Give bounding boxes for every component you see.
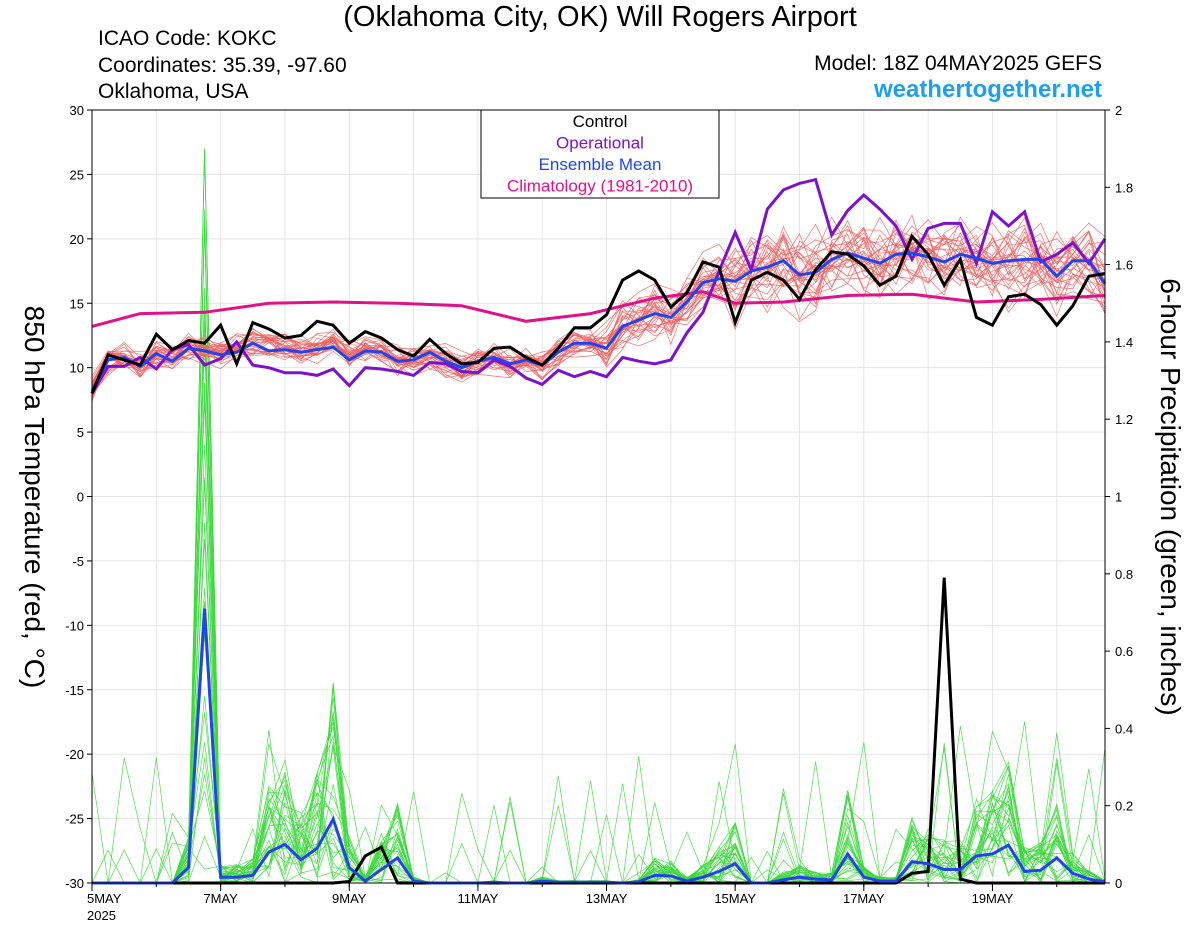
legend-operational: Operational — [556, 134, 644, 153]
y-tick-label-left: -5 — [72, 554, 84, 569]
ensemble-mean-precip-line — [92, 608, 1106, 885]
x-tick-label: 9MAY — [332, 891, 367, 906]
y-tick-label-right: 1.8 — [1115, 180, 1133, 195]
temp-member-line — [91, 233, 1106, 387]
y-tick-label-left: 30 — [70, 103, 84, 118]
y-tick-label-left: -25 — [65, 812, 84, 827]
y-tick-label-left: -20 — [65, 747, 84, 762]
legend: Control Operational Ensemble Mean Climatolo… — [480, 109, 720, 199]
temp-member-line — [91, 226, 1106, 394]
y-tick-label-left: 5 — [77, 425, 84, 440]
climatology-line — [91, 290, 1106, 328]
operational-temp-line — [90, 177, 1107, 395]
x-tick-label: 11MAY — [458, 891, 499, 906]
precip-member-line — [92, 741, 1106, 884]
y-tick-label-left: -10 — [65, 618, 84, 633]
temp-member-line — [91, 235, 1106, 397]
x-tick-label: 13MAY — [586, 891, 628, 906]
model-label: Model: 18Z 04MAY2025 GEFS — [814, 52, 1102, 75]
y-tick-label-right: 1.4 — [1115, 335, 1133, 350]
y-tick-label-left: -30 — [65, 876, 84, 891]
y-tick-label-right: 1 — [1115, 490, 1122, 505]
y-tick-label-right: 0 — [1115, 876, 1122, 891]
x-tick-label: 19MAY — [972, 891, 1014, 906]
temp-member-line — [91, 239, 1106, 391]
chart-title: (Oklahoma City, OK) Will Rogers Airport — [343, 1, 857, 33]
legend-control: Control — [573, 112, 628, 131]
x-tick-label: 17MAY — [843, 891, 885, 906]
y-tick-label-left: 15 — [70, 296, 84, 311]
control-temp-line — [90, 233, 1106, 394]
y-tick-label-right: 2 — [1115, 103, 1122, 118]
ensemble-mean-temp-line — [90, 251, 1107, 392]
legend-box — [480, 109, 720, 199]
region-label: Oklahoma, USA — [98, 80, 249, 103]
y-tick-label-left: 25 — [70, 167, 84, 182]
x-tick-label: 7MAY — [203, 891, 238, 906]
x-tick-label: 15MAY — [714, 891, 756, 906]
temp-member-line — [91, 216, 1106, 386]
y-tick-label-right: 0.6 — [1115, 644, 1133, 659]
precip-member-line — [91, 148, 1106, 884]
x-tick-year-label: 2025 — [87, 908, 116, 923]
y-tick-label-left: 10 — [70, 361, 84, 376]
y-tick-label-left: -15 — [65, 683, 84, 698]
y-tick-label-left: 20 — [70, 232, 84, 247]
legend-climatology: Climatology (1981-2010) — [507, 177, 693, 196]
y-tick-label-right: 1.6 — [1115, 258, 1133, 273]
y-tick-label-right: 0.2 — [1115, 799, 1133, 814]
y-tick-label-left: 0 — [77, 490, 84, 505]
website-link[interactable]: weathertogether.net — [873, 76, 1102, 103]
x-tick-label: 5MAY — [87, 891, 122, 906]
y-tick-label-right: 1.2 — [1115, 412, 1133, 427]
legend-ensemble-mean: Ensemble Mean — [539, 155, 662, 174]
y-tick-label-right: 0.4 — [1115, 721, 1133, 736]
icao-code: ICAO Code: KOKC — [98, 27, 277, 50]
y-tick-label-right: 0.8 — [1115, 567, 1133, 582]
axes: 302520151050-5-10-15-20-25-3021.81.61.41… — [65, 103, 1133, 923]
coordinates: Coordinates: 35.39, -97.60 — [98, 54, 347, 77]
